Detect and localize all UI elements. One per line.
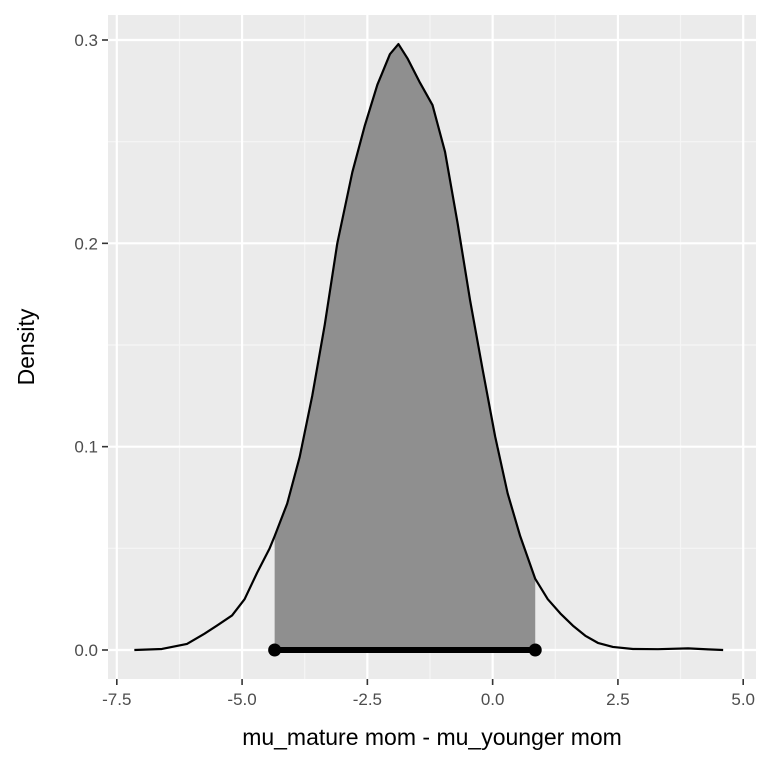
x-tick-label: 5.0 bbox=[731, 690, 755, 709]
y-tick-label: 0.1 bbox=[74, 438, 98, 457]
y-tick-label: 0.0 bbox=[74, 641, 98, 660]
interval-shaded-area bbox=[274, 44, 536, 650]
x-tick-label: 0.0 bbox=[481, 690, 505, 709]
x-tick-label: -2.5 bbox=[353, 690, 382, 709]
x-tick-label: 2.5 bbox=[606, 690, 630, 709]
density-curve bbox=[134, 42, 724, 652]
x-tick-label: -7.5 bbox=[102, 690, 131, 709]
x-axis-title: mu_mature mom - mu_younger mom bbox=[242, 724, 622, 750]
y-axis-title: Density bbox=[13, 308, 39, 385]
axes: -7.5 -5.0 -2.5 0.0 2.5 5.0 0.0 0.1 0.2 0.3 bbox=[74, 31, 755, 709]
y-tick-label: 0.2 bbox=[74, 234, 98, 253]
interval-high-point bbox=[528, 643, 542, 657]
x-tick-label: -5.0 bbox=[227, 690, 256, 709]
interval-low-point bbox=[268, 643, 282, 657]
y-tick-label: 0.3 bbox=[74, 31, 98, 50]
